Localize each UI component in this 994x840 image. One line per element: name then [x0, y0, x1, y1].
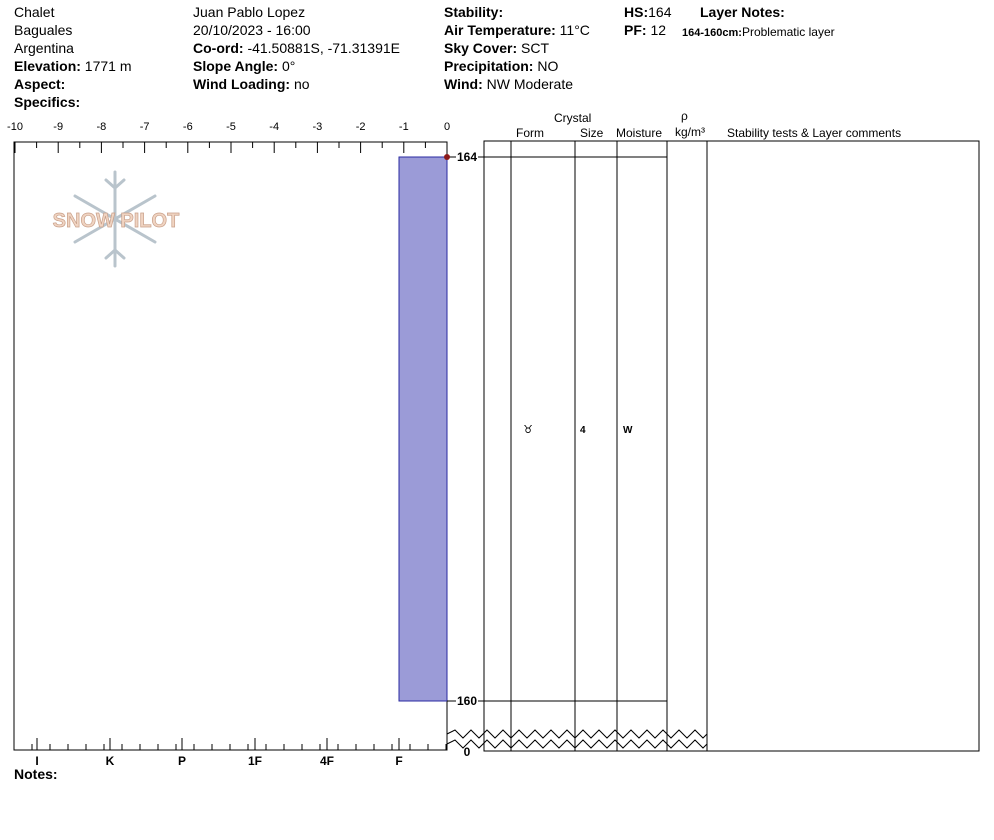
crystal-header: Crystal — [554, 111, 592, 125]
layer-note-text: Problematic layer — [741, 25, 835, 39]
stability: Stability: — [444, 3, 503, 21]
air-temp-label: Air Temperature: — [444, 22, 556, 38]
temperature-axis: -10 -9 -8 -7 -6 -5 -4 -3 -2 -1 0 — [7, 121, 450, 153]
temperature-tick-label: -6 — [183, 121, 193, 133]
elevation-label: Elevation: — [14, 58, 81, 74]
coord-value: -41.50881S, -71.31391E — [247, 40, 401, 56]
grain-size-value: 4 — [580, 425, 586, 436]
elevation: Elevation: 1771 m — [14, 57, 132, 75]
hardness-tick-label: 1F — [248, 754, 262, 768]
temperature-tick-label: -10 — [7, 121, 23, 133]
datetime: 20/10/2023 - 16:00 — [193, 22, 311, 38]
slope-angle: Slope Angle: 0° — [193, 57, 295, 75]
height-label: 164 — [457, 150, 477, 164]
temperature-tick-label: -4 — [269, 121, 279, 133]
precipitation: Precipitation: NO — [444, 57, 558, 75]
sky-label: Sky Cover: — [444, 40, 518, 56]
coordinates: Co-ord: -41.50881S, -71.31391E — [193, 39, 400, 57]
observer: Juan Pablo Lopez — [193, 4, 306, 20]
temperature-tick-label: -8 — [97, 121, 107, 133]
height-label: 160 — [457, 694, 477, 708]
sky-cover: Sky Cover: SCT — [444, 39, 549, 57]
wind-label: Wind: — [444, 76, 483, 92]
hs-value: 164 — [648, 4, 672, 20]
scale-break-lower — [446, 739, 708, 749]
wind-loading: Wind Loading: no — [193, 75, 310, 93]
temperature-profile — [444, 154, 450, 160]
hardness-tick-label: P — [178, 754, 186, 768]
hardness-tick-label: 4F — [320, 754, 334, 768]
location: Chalet — [14, 4, 55, 20]
moisture-header: Moisture — [616, 126, 663, 140]
layer-note: 164-160cm:Problematic layer — [682, 22, 835, 42]
scale-break-upper — [446, 729, 708, 739]
sky-value: SCT — [521, 40, 550, 56]
rho-header: ρ — [681, 109, 688, 123]
layer-note-range: 164-160cm: — [682, 27, 742, 39]
hs: HS:164 — [624, 3, 671, 21]
temperature-tick-label: -2 — [356, 121, 366, 133]
layer-table-rows: ♉ 4 W — [484, 156, 667, 702]
hardness-tick-label: K — [106, 754, 115, 768]
pf-label: PF: — [624, 22, 647, 38]
snowflake-logo-icon — [73, 170, 157, 268]
layer-hardness-bar — [398, 156, 448, 702]
range: Baguales — [14, 22, 73, 38]
watermark-text: SNOW PILOT — [53, 210, 180, 232]
pf: PF: 12 — [624, 21, 666, 39]
coord-label: Co-ord: — [193, 40, 244, 56]
temperature-tick-label: -7 — [140, 121, 150, 133]
moisture-value: W — [623, 425, 633, 436]
hs-label: HS: — [624, 4, 649, 20]
hardness-tick-label: F — [395, 754, 402, 768]
height-axis: 164 160 0 — [447, 150, 484, 759]
hardness-tick-label: I — [35, 754, 38, 768]
aspect: Aspect: — [14, 75, 65, 93]
wind-loading-value: no — [293, 76, 310, 92]
temperature-tick-label: -3 — [313, 121, 323, 133]
precip-label: Precipitation: — [444, 58, 534, 74]
height-label: 0 — [464, 745, 471, 759]
wind: Wind: NW Moderate — [444, 75, 573, 93]
air-temp-value: 11°C — [559, 22, 590, 38]
pf-value: 12 — [650, 22, 667, 38]
hardness-plot-frame — [13, 141, 448, 751]
layer-notes-label: Layer Notes: — [700, 4, 785, 20]
comments-header: Stability tests & Layer comments — [727, 126, 902, 140]
slope-value: 0° — [281, 58, 296, 74]
grain-form-symbol: ♉ — [523, 423, 533, 436]
aspect-label: Aspect: — [14, 76, 66, 92]
air-temperature: Air Temperature: 11°C — [444, 21, 590, 39]
specifics: Specifics: — [14, 93, 80, 111]
specifics-label: Specifics: — [14, 94, 81, 110]
precip-value: NO — [537, 58, 559, 74]
density-unit-header: kg/m³ — [675, 125, 705, 139]
stability-label: Stability: — [444, 4, 504, 20]
form-header: Form — [516, 126, 544, 140]
wind-loading-label: Wind Loading: — [193, 76, 291, 92]
hardness-axis: I K P 1F 4F F — [13, 738, 447, 768]
temperature-tick-label: 0 — [444, 121, 450, 133]
size-header: Size — [580, 126, 604, 140]
slope-label: Slope Angle: — [193, 58, 279, 74]
temperature-tick-label: -9 — [53, 121, 63, 133]
temperature-tick-label: -1 — [399, 121, 409, 133]
elevation-value: 1771 m — [84, 58, 132, 74]
snow-temperature-point — [444, 154, 450, 160]
layer-table-frame — [483, 140, 980, 752]
temperature-tick-label: -5 — [226, 121, 236, 133]
country: Argentina — [14, 40, 74, 56]
notes-label: Notes: — [14, 766, 58, 782]
wind-value: NW Moderate — [486, 76, 573, 92]
layers — [398, 156, 448, 702]
